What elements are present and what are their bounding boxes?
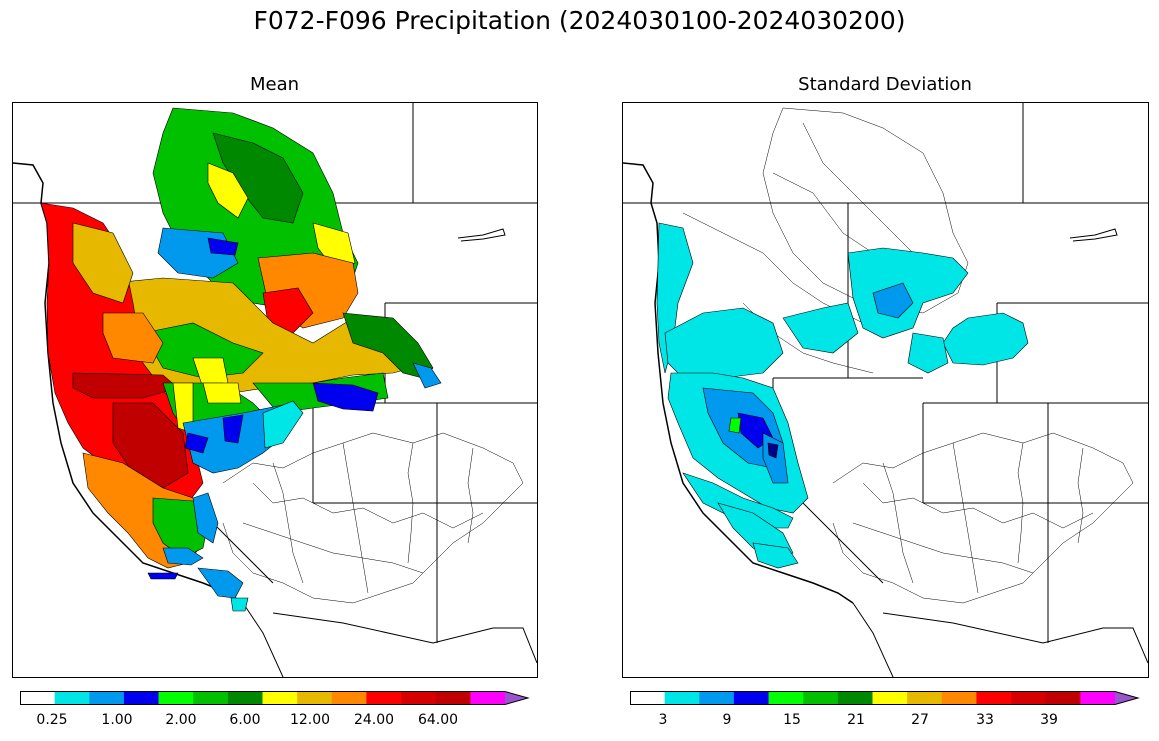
colorbar-swatch <box>297 691 333 705</box>
colorbar-swatch <box>733 691 769 705</box>
colorbar-std-tick: 27 <box>911 712 929 728</box>
colorbar-swatch <box>664 691 700 705</box>
colorbar-swatch <box>803 691 839 705</box>
panel-title-std: Standard Deviation <box>798 74 972 95</box>
colorbar-swatch <box>976 691 1012 705</box>
colorbar-mean-swatches <box>20 691 530 705</box>
colorbar-swatch <box>470 691 506 705</box>
colorbar-std-swatches <box>630 691 1140 705</box>
colorbar-std-tick: 15 <box>783 712 801 728</box>
colorbar-swatch <box>435 691 471 705</box>
colorbar-std-tick: 33 <box>976 712 994 728</box>
colorbar-swatch <box>20 691 55 705</box>
colorbar-extend-arrow <box>1115 691 1138 705</box>
colorbar-outline <box>20 691 530 705</box>
colorbar-swatch <box>366 691 402 705</box>
colorbar-swatch <box>262 691 298 705</box>
colorbar-swatch <box>401 691 437 705</box>
colorbar-swatch <box>1080 691 1116 705</box>
colorbar-mean-tick: 12.00 <box>289 712 331 728</box>
panel-title-mean: Mean <box>249 74 300 95</box>
colorbar-mean-tick: 1.00 <box>101 712 133 728</box>
colorbar-swatch <box>1011 691 1047 705</box>
colorbar-swatch <box>227 691 263 705</box>
colorbar-mean-tick: 6.00 <box>229 712 261 728</box>
colorbar-swatch <box>872 691 908 705</box>
colorbar-swatch <box>54 691 90 705</box>
colorbar-std-tick: 39 <box>1040 712 1058 728</box>
colorbar-outline <box>630 691 1140 705</box>
colorbar-swatch <box>699 691 735 705</box>
colorbar-swatch <box>1045 691 1081 705</box>
colorbar-swatch <box>941 691 977 705</box>
colorbar-swatch <box>331 691 367 705</box>
colorbar-swatch <box>123 691 159 705</box>
colorbar-swatch <box>630 691 665 705</box>
colorbar-mean-tick: 64.00 <box>417 712 459 728</box>
colorbar-mean <box>20 690 530 705</box>
colorbar-extend-arrow <box>505 691 528 705</box>
colorbar-swatch <box>193 691 229 705</box>
colorbar-mean-tick: 0.25 <box>36 712 68 728</box>
colorbar-swatch <box>768 691 804 705</box>
figure-title: F072-F096 Precipitation (2024030100-2024… <box>253 6 906 35</box>
colorbar-std-tick: 3 <box>658 712 668 728</box>
colorbar-swatch <box>907 691 943 705</box>
colorbar-swatch <box>89 691 125 705</box>
colorbar-mean-tick: 24.00 <box>353 712 395 728</box>
colorbar-std <box>630 690 1140 705</box>
map-std <box>622 102 1149 678</box>
colorbar-std-tick: 21 <box>847 712 865 728</box>
colorbar-swatch <box>158 691 194 705</box>
colorbar-std-tick: 9 <box>722 712 732 728</box>
colorbar-mean-tick: 2.00 <box>165 712 197 728</box>
map-mean <box>12 102 538 678</box>
colorbar-swatch <box>837 691 873 705</box>
